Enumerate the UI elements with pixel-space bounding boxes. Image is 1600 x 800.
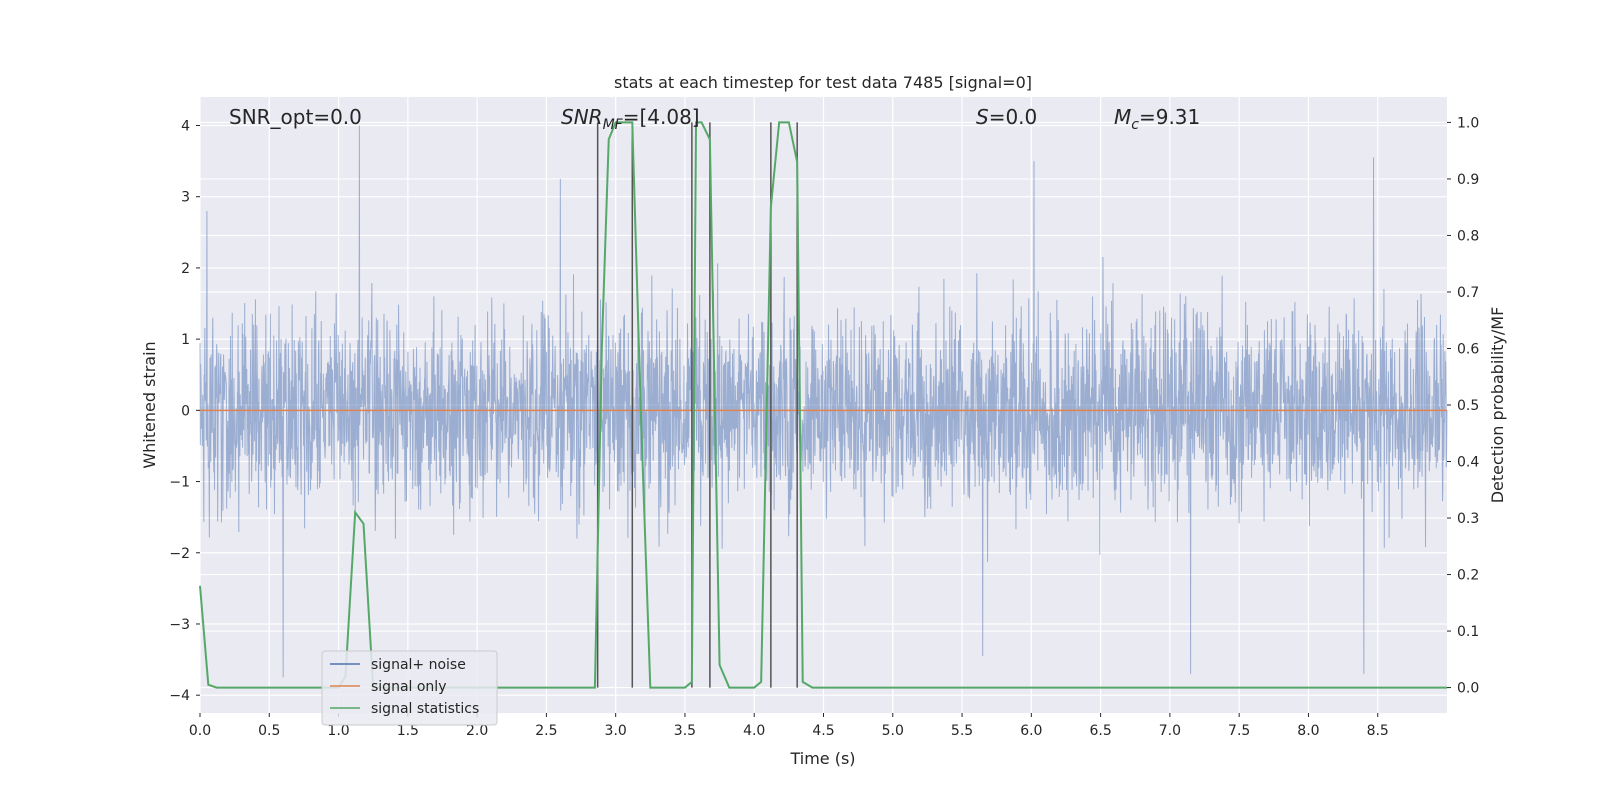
chart-title: stats at each timestep for test data 748… [614,73,1032,92]
x-tick-label: 0.0 [189,723,211,739]
y-tick-label: 3 [181,190,190,206]
y2-tick-label: 0.4 [1457,455,1479,471]
x-tick-label: 2.0 [466,723,488,739]
legend-box [321,650,498,726]
y-tick-label: −1 [169,475,190,491]
x-tick-label: 1.0 [327,723,349,739]
y-tick-label: −3 [169,617,190,633]
y2-tick-label: 0.3 [1457,511,1479,527]
annotation-snr-opt: SNR_opt=0.0 [229,105,362,129]
x-tick-labels: 0.0 0.5 1.0 1.5 2.0 2.5 3.0 3.5 4.0 4.5 5.0 5.5 6.0 6… [189,713,1389,739]
x-tick-label: 1.5 [397,723,419,739]
y-tick-label: −2 [169,546,190,562]
annotation-mc-label: M [1114,105,1131,129]
x-tick-label: 5.0 [882,723,904,739]
y-tick-label: 0 [181,403,190,419]
x-tick-label: 4.5 [812,723,834,739]
y2-tick-label: 0.8 [1457,228,1479,244]
signal-noise-line [199,125,1448,678]
x-tick-label: 4.0 [743,723,765,739]
x-tick-label: 8.0 [1297,723,1319,739]
legend-label-signal-statistics: signal statistics [371,701,479,717]
annotation-snr-mf: SNRMF=[4.08] [561,105,700,133]
annotation-mc-sub: c [1131,117,1139,133]
annotation-s: S=0.0 [976,105,1037,129]
legend: signal+ noise signal only signal statist… [321,650,498,726]
annotation-mc-value: =9.31 [1139,105,1200,129]
annotation-snr-mf-sub: MF [603,117,624,133]
y2-tick-label: 0.5 [1457,398,1479,414]
y2-tick-label: 1.0 [1457,115,1479,131]
y-tick-label: 2 [181,261,190,277]
x-tick-label: 7.0 [1159,723,1181,739]
annotation-snr-mf-value: =[4.08] [623,105,700,129]
y2-tick-label: 0.7 [1457,285,1479,301]
annotation-s-label: S [976,105,989,129]
x-tick-label: 3.0 [605,723,627,739]
signal-statistics-line [199,121,1447,689]
x-tick-label: 2.5 [535,723,557,739]
x-axis-label: Time (s) [789,749,855,768]
y2-tick-labels: 1.0 0.9 0.8 0.7 0.6 0.5 0.4 0.3 0.2 0.1 0.0 [1447,115,1479,697]
y-tick-labels: 4 3 2 1 0 −1 −2 −3 −4 [169,118,200,704]
annotation-mc: Mc=9.31 [1114,105,1200,133]
signal-statistics-series [199,121,1447,689]
signal-noise-series [199,125,1448,678]
x-tick-label: 7.5 [1228,723,1250,739]
legend-label-signal-only: signal only [371,679,446,695]
y2-tick-label: 0.6 [1457,341,1479,357]
y-tick-label: 1 [181,332,190,348]
y-axis-label: Whitened strain [140,341,159,468]
legend-label-signal-noise: signal+ noise [371,657,466,673]
x-tick-label: 0.5 [258,723,280,739]
x-tick-label: 6.5 [1089,723,1111,739]
y-tick-label: 4 [181,118,190,134]
y2-tick-label: 0.9 [1457,172,1479,188]
annotation-s-value: =0.0 [989,105,1038,129]
y-tick-label: −4 [169,688,190,704]
y2-tick-label: 0.1 [1457,624,1479,640]
x-tick-label: 8.5 [1367,723,1389,739]
x-tick-label: 3.5 [674,723,696,739]
y2-tick-label: 0.2 [1457,568,1479,584]
annotation-snr-mf-label: SNR [561,105,603,129]
y2-axis-label: Detection probability/MF [1488,307,1507,504]
y2-tick-label: 0.0 [1457,681,1479,697]
x-tick-label: 6.0 [1020,723,1042,739]
x-tick-label: 5.5 [951,723,973,739]
